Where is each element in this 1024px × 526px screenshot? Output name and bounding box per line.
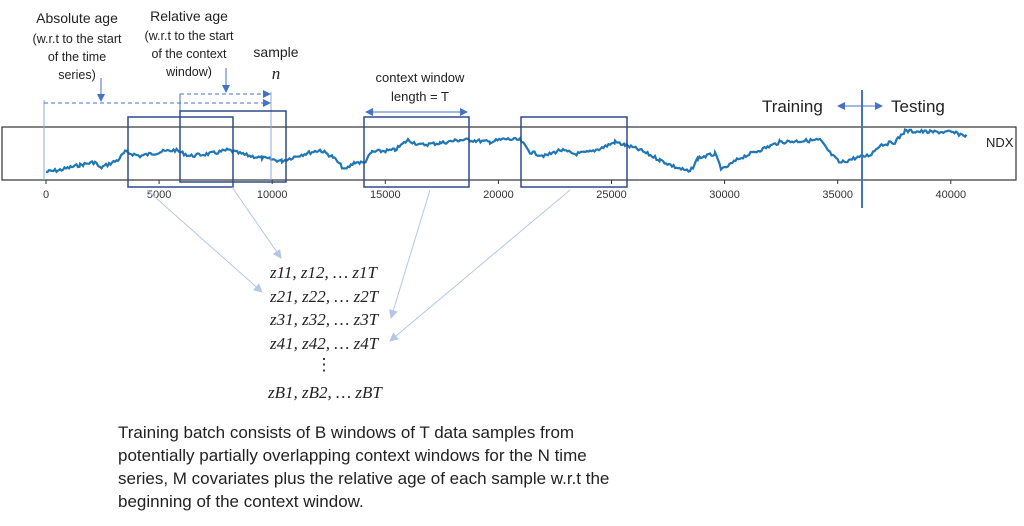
batch-row: zB1, zB2, … zBT	[267, 383, 383, 402]
x-tick-label: 10000	[257, 189, 288, 201]
x-tick-label: 15000	[370, 189, 401, 201]
pointer-arrow-3	[389, 189, 431, 319]
batch-row: z31, z32, … z3T	[269, 310, 380, 329]
svg-text:window): window)	[165, 65, 212, 79]
pointer-arrow-1	[146, 189, 263, 293]
testing-label: Testing	[891, 97, 945, 116]
svg-text:context window: context window	[376, 70, 465, 85]
svg-text:(w.r.t to the start: (w.r.t to the start	[33, 32, 122, 46]
svg-text:Relative age: Relative age	[150, 8, 228, 24]
x-tick-label: 20000	[483, 189, 514, 201]
context-window-box-4	[520, 116, 628, 188]
series-label: NDX	[986, 135, 1014, 150]
description-line: series, M covariates plus the relative a…	[118, 469, 610, 488]
x-tick-label: 25000	[596, 189, 627, 201]
description: Training batch consists of B windows of …	[118, 421, 658, 513]
description-line: beginning of the context window.	[118, 492, 364, 511]
batch-row: z11, z12, … z1T	[269, 263, 378, 282]
x-tick-label: 30000	[709, 189, 740, 201]
x-axis: 0 5000 10000 15000 20000 25000 30000 35000 40000	[43, 180, 966, 201]
sample-n-label: sample n	[253, 44, 298, 83]
batch-ellipsis: ⋮	[316, 355, 333, 374]
ndx-series-line	[46, 128, 968, 174]
svg-text:sample: sample	[253, 44, 298, 60]
svg-text:n: n	[272, 64, 281, 83]
absolute-age-label: Absolute age (w.r.t to the start of the …	[33, 10, 122, 82]
pointer-arrow-4	[389, 189, 571, 342]
batch-row: z41, z42, … z4T	[269, 334, 380, 353]
svg-text:series): series)	[58, 68, 96, 82]
description-line: Training batch consists of B windows of …	[118, 423, 575, 442]
x-tick-label: 40000	[936, 189, 967, 201]
plot-frame	[1, 126, 1017, 181]
svg-text:of the time: of the time	[48, 50, 106, 64]
relative-age-label: Relative age (w.r.t to the start of the …	[145, 8, 234, 79]
context-window-label: context window length = T	[376, 70, 465, 104]
context-window-box-3	[363, 116, 470, 188]
x-tick-label: 35000	[822, 189, 853, 201]
svg-text:Absolute age: Absolute age	[36, 10, 118, 26]
training-label: Training	[762, 97, 823, 116]
context-window-box-2	[179, 110, 287, 183]
svg-text:of the context: of the context	[151, 47, 227, 61]
x-tick-label: 5000	[147, 189, 171, 201]
svg-text:length = T: length = T	[391, 89, 449, 104]
x-tick-label: 0	[43, 189, 49, 201]
description-line: potentially partially overlapping contex…	[118, 446, 587, 465]
svg-text:(w.r.t to the start: (w.r.t to the start	[145, 29, 234, 43]
pointer-arrow-2	[231, 186, 282, 259]
batch-matrix: z11, z12, … z1T z21, z22, … z2T z31, z32…	[267, 263, 383, 402]
batch-row: z21, z22, … z2T	[269, 287, 380, 306]
